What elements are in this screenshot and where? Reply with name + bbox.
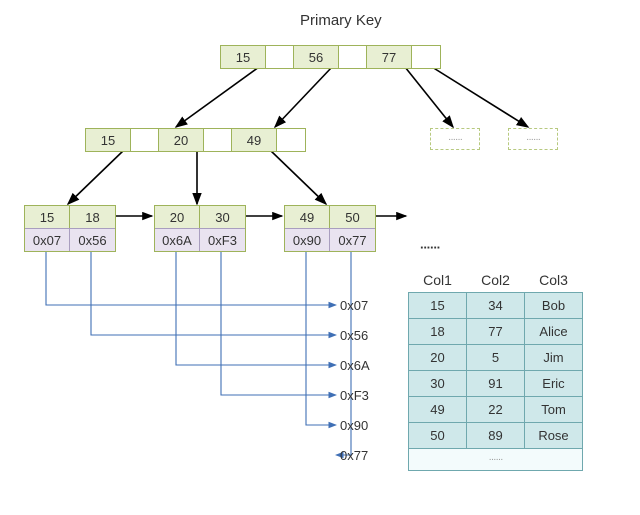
table-cell: 89: [467, 423, 525, 449]
btree-pointer-gap: [339, 46, 367, 68]
btree-key-cell: 49: [232, 129, 277, 151]
diagram-title: Primary Key: [300, 12, 382, 29]
table-cell: Tom: [525, 397, 583, 423]
table-row: 205Jim: [409, 345, 583, 371]
table-cell: 22: [467, 397, 525, 423]
leaf-pointer-cell: 0x6A: [155, 229, 200, 251]
table-cell: 34: [467, 293, 525, 319]
table-header-cell: Col2: [467, 268, 525, 293]
btree-pointer-gap: [131, 129, 159, 151]
table-row: 1534Bob: [409, 293, 583, 319]
leaf-key-cell: 18: [70, 206, 115, 228]
table-header-cell: Col3: [525, 268, 583, 293]
leaf-pointer-cell: 0x77: [330, 229, 375, 251]
row-pointer-label: 0xF3: [340, 388, 369, 403]
leaf-key-cell: 50: [330, 206, 375, 228]
btree-key-cell: 15: [221, 46, 266, 68]
table-cell: 20: [409, 345, 467, 371]
row-pointer-label: 0x56: [340, 328, 368, 343]
table-row: 5089Rose: [409, 423, 583, 449]
btree-leaf-node: 15180x070x56: [24, 205, 116, 252]
btree-key-cell: 77: [367, 46, 412, 68]
btree-root-node: 15 56 77: [220, 45, 441, 69]
table-cell: 91: [467, 371, 525, 397]
row-pointer-label: 0x6A: [340, 358, 370, 373]
btree-key-cell: 20: [159, 129, 204, 151]
btree-key-cell: 15: [86, 129, 131, 151]
row-pointer-label: 0x07: [340, 298, 368, 313]
btree-pointer-gap: [204, 129, 232, 151]
btree-pointer-gap: [277, 129, 305, 151]
table-cell: Alice: [525, 319, 583, 345]
table-row-ellipsis: ······: [409, 449, 583, 471]
table-cell: 30: [409, 371, 467, 397]
row-pointer-label: 0x77: [340, 448, 368, 463]
table-cell: Eric: [525, 371, 583, 397]
table-cell: Jim: [525, 345, 583, 371]
btree-leaf-node: 49500x900x77: [284, 205, 376, 252]
leaf-key-cell: 15: [25, 206, 70, 228]
leaf-pointer-cell: 0x56: [70, 229, 115, 251]
table-cell: Bob: [525, 293, 583, 319]
btree-key-cell: 56: [294, 46, 339, 68]
leaf-key-cell: 30: [200, 206, 245, 228]
leaf-pointer-cell: 0xF3: [200, 229, 245, 251]
table-cell: 15: [409, 293, 467, 319]
table-row: 1877Alice: [409, 319, 583, 345]
data-table: Col1Col2Col31534Bob1877Alice205Jim3091Er…: [408, 268, 583, 471]
row-pointer-label: 0x90: [340, 418, 368, 433]
placeholder-node: ······: [430, 128, 480, 150]
btree-leaf-node: 20300x6A0xF3: [154, 205, 246, 252]
btree-internal-node: 15 20 49: [85, 128, 306, 152]
table-row: 4922Tom: [409, 397, 583, 423]
ellipsis-text: ······: [420, 240, 440, 255]
btree-pointer-gap: [412, 46, 440, 68]
table-cell: 50: [409, 423, 467, 449]
table-cell: 18: [409, 319, 467, 345]
table-header-cell: Col1: [409, 268, 467, 293]
leaf-pointer-cell: 0x90: [285, 229, 330, 251]
leaf-pointer-cell: 0x07: [25, 229, 70, 251]
table-cell: 77: [467, 319, 525, 345]
table-cell: Rose: [525, 423, 583, 449]
table-row: 3091Eric: [409, 371, 583, 397]
table-cell: 49: [409, 397, 467, 423]
placeholder-node: ······: [508, 128, 558, 150]
leaf-key-cell: 20: [155, 206, 200, 228]
leaf-key-cell: 49: [285, 206, 330, 228]
table-cell: 5: [467, 345, 525, 371]
btree-pointer-gap: [266, 46, 294, 68]
